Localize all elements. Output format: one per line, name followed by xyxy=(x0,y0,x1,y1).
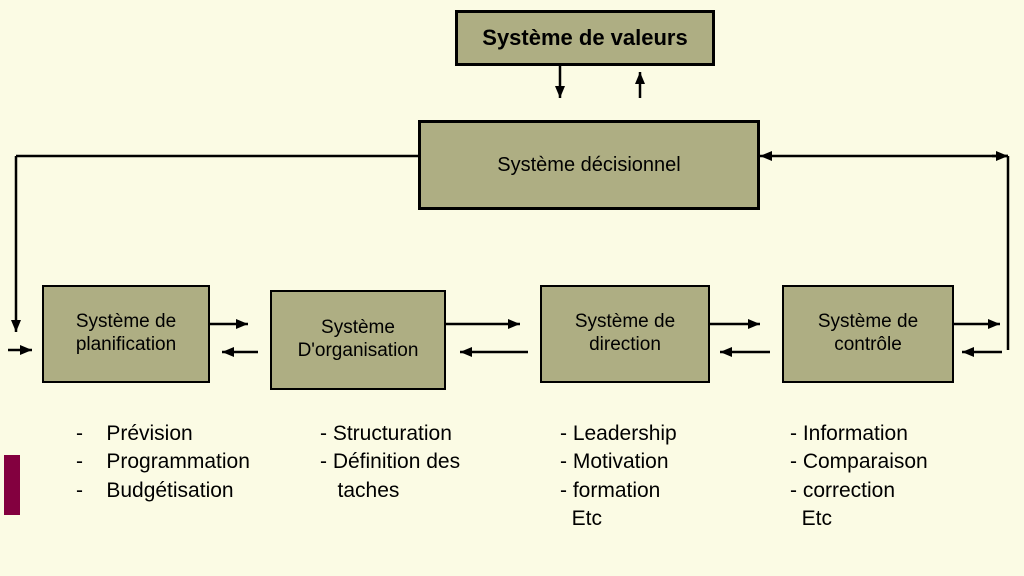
left-accent-bar xyxy=(4,455,20,515)
box-valeurs-label: Système de valeurs xyxy=(482,25,687,51)
box-controle: Système de contrôle xyxy=(782,285,954,383)
bullets-controle: - Information - Comparaison - correction… xyxy=(790,420,928,533)
box-valeurs: Système de valeurs xyxy=(455,10,715,66)
bullets-planif: - Prévision - Programmation - Budgétisat… xyxy=(76,420,250,505)
bullets-direction: - Leadership - Motivation - formation Et… xyxy=(560,420,677,533)
bullets-organisation: - Structuration - Définition des taches xyxy=(320,420,460,505)
box-controle-label: Système de contrôle xyxy=(818,311,918,357)
box-direction-label: Système de direction xyxy=(575,311,675,357)
diagram-canvas: Système de valeurs Système décisionnel Sys… xyxy=(0,0,1024,576)
box-decision: Système décisionnel xyxy=(418,120,760,210)
box-direction: Système de direction xyxy=(540,285,710,383)
box-planif-label: Système de planification xyxy=(76,311,176,357)
box-decision-label: Système décisionnel xyxy=(497,153,680,177)
box-organisation-label: Système D'organisation xyxy=(298,317,419,363)
box-planif: Système de planification xyxy=(42,285,210,383)
box-organisation: Système D'organisation xyxy=(270,290,446,390)
